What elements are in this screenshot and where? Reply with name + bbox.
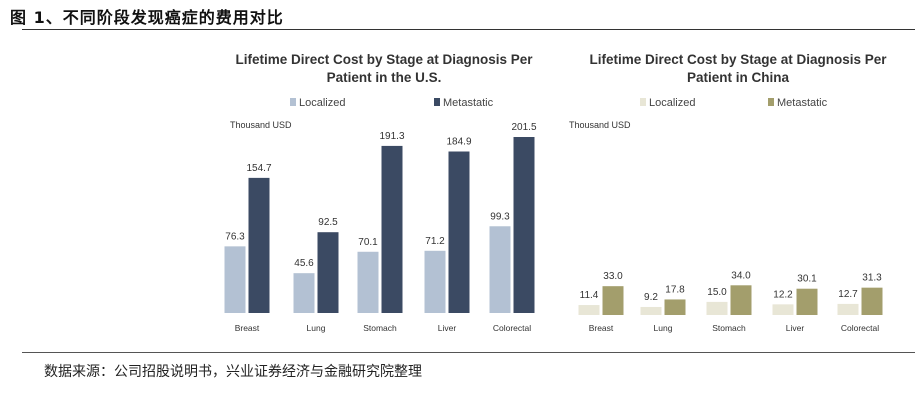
chart-us-title-line-1: Patient in the U.S.: [327, 70, 442, 85]
chart-china-data-label-liver-localized: 12.2: [773, 289, 793, 300]
chart-us-data-label-liver-localized: 71.2: [425, 236, 445, 247]
chart-china-legend-label-metastatic: Metastatic: [777, 97, 828, 109]
chart-china-category-label-stomach: Stomach: [712, 323, 746, 333]
chart-china-legend-swatch-localized: [640, 98, 646, 106]
figure-title: 图 1、不同阶段发现癌症的费用对比: [10, 8, 284, 27]
chart-china-bar-colorectal-metastatic: [861, 287, 883, 315]
chart-china-data-label-stomach-metastatic: 34.0: [731, 270, 751, 281]
chart-china-bar-liver-metastatic: [796, 288, 818, 315]
chart-us-bar-breast-metastatic: [248, 177, 270, 313]
chart-us-legend-swatch-metastatic: [434, 98, 440, 106]
chart-china-data-label-colorectal-localized: 12.7: [838, 289, 858, 300]
chart-china-unit-label: Thousand USD: [569, 120, 631, 130]
chart-china-data-label-breast-localized: 11.4: [580, 290, 599, 301]
chart-china-data-label-breast-metastatic: 33.0: [603, 271, 623, 282]
chart-us-bar-colorectal-metastatic: [513, 137, 535, 313]
chart-china-bar-lung-metastatic: [664, 299, 686, 315]
chart-china-bar-breast-localized: [578, 305, 600, 315]
source-note: 数据来源：公司招股说明书，兴业证券经济与金融研究院整理: [44, 364, 422, 380]
chart-us-bar-stomach-metastatic: [381, 145, 403, 313]
chart-us-unit-label: Thousand USD: [230, 120, 292, 130]
chart-us-data-label-stomach-localized: 70.1: [358, 237, 378, 248]
chart-us-category-label-liver: Liver: [438, 323, 457, 333]
chart-china-data-label-lung-metastatic: 17.8: [665, 284, 685, 295]
chart-china-category-label-liver: Liver: [786, 323, 805, 333]
chart-us-title-line-0: Lifetime Direct Cost by Stage at Diagnos…: [235, 52, 533, 67]
bottom-rule: [22, 352, 915, 353]
chart-china-data-label-lung-localized: 9.2: [644, 292, 658, 303]
chart-china-data-label-stomach-localized: 15.0: [707, 287, 727, 298]
chart-us-data-label-liver-metastatic: 184.9: [446, 136, 471, 147]
chart-us-category-label-stomach: Stomach: [363, 323, 397, 333]
chart-china-bar-liver-localized: [772, 304, 794, 315]
chart-us-data-label-lung-metastatic: 92.5: [318, 217, 338, 228]
chart-us-bar-liver-metastatic: [448, 151, 470, 313]
chart-china-category-label-breast: Breast: [589, 323, 614, 333]
chart-us-data-label-lung-localized: 45.6: [294, 258, 314, 269]
chart-us-category-label-breast: Breast: [235, 323, 260, 333]
chart-us-data-label-stomach-metastatic: 191.3: [379, 131, 404, 142]
chart-us-data-label-breast-metastatic: 154.7: [246, 163, 271, 174]
chart-china-category-label-lung: Lung: [654, 323, 673, 333]
chart-us-legend-label-metastatic: Metastatic: [443, 97, 494, 109]
chart-china-bar-lung-localized: [640, 306, 662, 315]
chart-china-legend-label-localized: Localized: [649, 97, 695, 109]
chart-us-data-label-colorectal-localized: 99.3: [490, 211, 510, 222]
chart-us-bar-breast-localized: [224, 246, 246, 313]
chart-china-title-line-1: Patient in China: [687, 70, 790, 85]
chart-china-data-label-colorectal-metastatic: 31.3: [862, 273, 882, 284]
chart-china-title-line-0: Lifetime Direct Cost by Stage at Diagnos…: [589, 52, 887, 67]
chart-china-bar-stomach-metastatic: [730, 285, 752, 315]
chart-us-legend-label-localized: Localized: [299, 97, 345, 109]
chart-us-data-label-colorectal-metastatic: 201.5: [511, 122, 536, 133]
chart-us-data-label-breast-localized: 76.3: [225, 231, 245, 242]
chart-china-bar-stomach-localized: [706, 301, 728, 315]
chart-us-category-label-colorectal: Colorectal: [493, 323, 531, 333]
chart-china-category-label-colorectal: Colorectal: [841, 323, 879, 333]
chart-us-legend-swatch-localized: [290, 98, 296, 106]
chart-us-category-label-lung: Lung: [307, 323, 326, 333]
chart-china: Lifetime Direct Cost by Stage at Diagnos…: [569, 52, 887, 333]
chart-us-bar-lung-localized: [293, 273, 315, 313]
chart-us: Lifetime Direct Cost by Stage at Diagnos…: [224, 52, 537, 333]
chart-us-bar-liver-localized: [424, 250, 446, 313]
chart-china-bar-colorectal-localized: [837, 303, 859, 315]
chart-us-bar-colorectal-localized: [489, 226, 511, 313]
top-rule: [22, 29, 915, 30]
chart-china-legend-swatch-metastatic: [768, 98, 774, 106]
chart-china-bar-breast-metastatic: [602, 286, 624, 315]
chart-us-bar-lung-metastatic: [317, 232, 339, 313]
chart-china-data-label-liver-metastatic: 30.1: [797, 274, 817, 285]
chart-us-bar-stomach-localized: [357, 251, 379, 313]
